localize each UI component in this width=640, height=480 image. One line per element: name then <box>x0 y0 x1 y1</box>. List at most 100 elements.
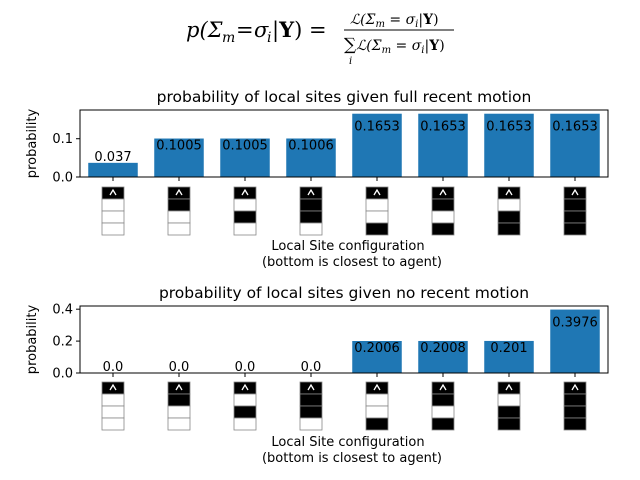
bar-value-label: 0.0 <box>103 360 124 375</box>
site-cell <box>563 222 587 236</box>
configuration-glyph <box>497 186 521 236</box>
site-cell <box>167 393 191 407</box>
site-cell <box>167 417 191 431</box>
configuration-glyph <box>563 381 587 431</box>
y-tick-label: 0.4 <box>52 303 73 318</box>
bar <box>154 138 204 177</box>
site-cell <box>101 393 125 407</box>
configuration-glyph <box>299 186 323 236</box>
bar <box>418 113 468 177</box>
site-cell <box>299 198 323 212</box>
bar-value-label: 0.3976 <box>552 316 598 331</box>
x-axis-label: Local Site configuration <box>271 435 424 450</box>
formula-sigma-sub: i <box>267 30 271 46</box>
bar <box>88 162 138 177</box>
bar-value-label: 0.1005 <box>222 139 268 154</box>
site-cell <box>365 393 389 407</box>
site-cell <box>101 210 125 224</box>
formula-numerator: ℒ(Σm = σi|Y) <box>350 12 439 30</box>
arrow-up-icon <box>571 188 579 196</box>
site-cell <box>233 210 257 224</box>
arrow-up-icon <box>175 188 183 196</box>
formula-sigma: σ <box>254 18 269 42</box>
site-cell <box>101 198 125 212</box>
arrow-up-icon <box>307 188 315 196</box>
bar-value-label: 0.201 <box>490 341 527 356</box>
arrow-up-icon <box>373 383 381 391</box>
bar-value-label: 0.037 <box>94 150 131 165</box>
configuration-glyph <box>431 186 455 236</box>
site-cell <box>365 417 389 431</box>
bar <box>286 138 336 177</box>
site-cell <box>233 417 257 431</box>
arrow-up-icon <box>109 188 117 196</box>
formula-lhs-sub: m <box>222 30 235 46</box>
arrow-up-icon <box>439 188 447 196</box>
site-cell <box>563 393 587 407</box>
site-cell <box>497 405 521 419</box>
site-cell <box>101 417 125 431</box>
arrow-up-icon <box>373 188 381 196</box>
site-cell <box>431 417 455 431</box>
configuration-glyph <box>299 381 323 431</box>
configuration-glyph <box>167 381 191 431</box>
site-cell <box>299 417 323 431</box>
site-cell <box>431 210 455 224</box>
bar-value-label: 0.1653 <box>486 120 532 135</box>
bar <box>418 340 468 373</box>
formula: p(Σ m = σ i |Y) = ℒ(Σm = σi|Y) ∑ℒ(Σm = σ… <box>186 12 454 67</box>
site-cell <box>497 417 521 431</box>
bar <box>220 138 270 177</box>
bar-value-label: 0.0 <box>235 360 256 375</box>
site-cell <box>497 210 521 224</box>
x-axis-sublabel: (bottom is closest to agent) <box>262 255 442 270</box>
site-cell <box>497 198 521 212</box>
axes-frame <box>79 109 609 178</box>
site-cell <box>233 222 257 236</box>
bar <box>484 340 534 373</box>
arrow-up-icon <box>439 383 447 391</box>
x-axis-label: Local Site configuration <box>271 239 424 254</box>
chart-2: probability of local sites given no rece… <box>25 284 609 466</box>
bar-value-label: 0.0 <box>301 360 322 375</box>
site-cell <box>365 405 389 419</box>
bar <box>550 309 600 373</box>
site-cell <box>167 222 191 236</box>
site-cell <box>299 393 323 407</box>
arrow-up-icon <box>175 383 183 391</box>
site-cell <box>299 210 323 224</box>
arrow-up-icon <box>307 383 315 391</box>
site-cell <box>563 198 587 212</box>
site-cell <box>431 405 455 419</box>
bar-value-label: 0.1653 <box>552 120 598 135</box>
bar-value-label: 0.2008 <box>420 341 466 356</box>
chart-1: probability of local sites given full re… <box>25 88 609 270</box>
bar-value-label: 0.2006 <box>354 341 400 356</box>
arrow-up-icon <box>109 383 117 391</box>
site-cell <box>101 405 125 419</box>
site-cell <box>431 393 455 407</box>
x-axis-sublabel: (bottom is closest to agent) <box>262 451 442 466</box>
bar-value-label: 0.1005 <box>156 139 202 154</box>
formula-sum-index: i <box>349 56 352 67</box>
site-cell <box>497 393 521 407</box>
configuration-glyph <box>365 381 389 431</box>
site-cell <box>233 405 257 419</box>
site-cell <box>299 405 323 419</box>
y-tick-label: 0.1 <box>52 132 73 147</box>
bar-value-label: 0.1653 <box>420 120 466 135</box>
site-cell <box>233 393 257 407</box>
bar-value-label: 0.1653 <box>354 120 400 135</box>
configuration-glyph <box>233 186 257 236</box>
y-axis-label: probability <box>25 305 40 375</box>
configuration-glyph <box>101 186 125 236</box>
arrow-up-icon <box>505 188 513 196</box>
site-cell <box>167 198 191 212</box>
configuration-glyph <box>233 381 257 431</box>
arrow-up-icon <box>241 188 249 196</box>
bar-value-label: 0.1006 <box>288 138 334 153</box>
y-axis-label: probability <box>25 109 40 179</box>
site-cell <box>563 210 587 224</box>
y-tick-label: 0.0 <box>52 367 73 382</box>
